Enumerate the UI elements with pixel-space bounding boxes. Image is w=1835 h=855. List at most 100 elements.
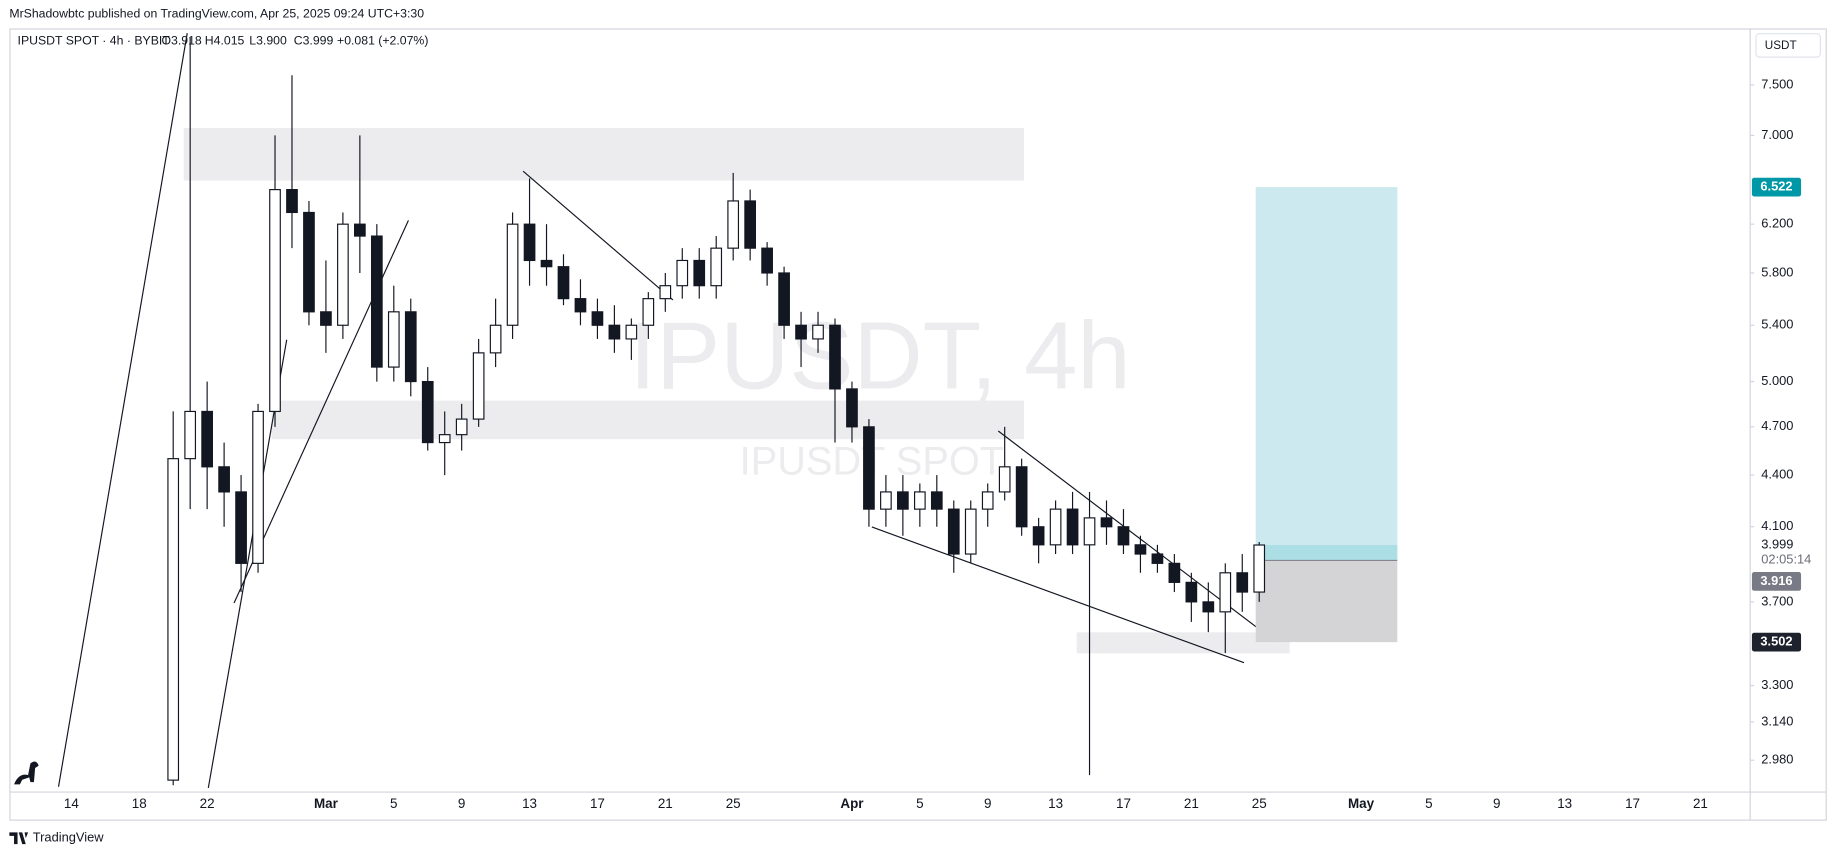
candle-body: [1049, 508, 1062, 546]
x-tick-label: 13: [1048, 796, 1063, 811]
x-tick-label: May: [1348, 796, 1375, 811]
open-profit: [1255, 545, 1398, 561]
candle-body: [1100, 517, 1113, 528]
candle-body: [676, 259, 689, 287]
x-tick-label: 17: [590, 796, 605, 811]
candle-body: [761, 247, 773, 274]
candle-body: [812, 324, 824, 340]
x-tick-label: 9: [1493, 796, 1500, 811]
y-tick-label: 5.400: [1761, 317, 1793, 332]
candle-body: [1253, 544, 1266, 593]
last-price-box: [1751, 536, 1823, 570]
candle-body: [625, 324, 638, 340]
x-tick-label: 21: [1184, 796, 1199, 811]
candle-body: [846, 388, 858, 428]
candle-body: [303, 211, 315, 313]
candle-body: [947, 508, 960, 555]
target-label: 6.522: [1760, 179, 1792, 194]
x-tick-label: 18: [132, 796, 147, 811]
candle-body: [472, 352, 485, 420]
publisher-line: MrShadowbtc published on TradingView.com…: [9, 7, 424, 21]
x-tick-label: 5: [916, 796, 923, 811]
candle-body: [1015, 466, 1028, 528]
candle-body: [778, 272, 790, 326]
y-tick-label: 2.980: [1761, 752, 1793, 767]
watermark: IPUSDT, 4h: [629, 302, 1130, 409]
long-position: [1255, 187, 1398, 643]
y-tick-label: 3.300: [1761, 677, 1793, 692]
candle-body: [1066, 508, 1079, 546]
candle-body: [1083, 517, 1096, 546]
x-tick-label: 22: [200, 796, 215, 811]
candle-body: [1202, 601, 1215, 613]
y-tick-label: 3.700: [1761, 593, 1793, 608]
candle-body: [1117, 526, 1130, 546]
x-tick-label: 9: [458, 796, 465, 811]
candle-body: [608, 324, 621, 340]
candle-body: [540, 259, 553, 268]
candle-body: [286, 189, 298, 214]
candle-body: [964, 508, 977, 555]
currency-button[interactable]: USDT: [1755, 33, 1821, 58]
supply-zone: [183, 127, 1024, 181]
candle-body: [829, 324, 841, 390]
candle-body: [1134, 544, 1147, 555]
currency-label[interactable]: USDT: [1765, 39, 1797, 52]
candle-body: [235, 491, 247, 564]
candle-body: [659, 285, 672, 300]
candle-body: [1032, 526, 1045, 546]
target-label-box: [1751, 177, 1802, 197]
support-zone: [1076, 632, 1290, 654]
ohlc-close: C3.999: [294, 34, 334, 48]
candle-body: [930, 491, 943, 510]
profit-zone: [1255, 187, 1398, 561]
candle-body: [727, 200, 740, 249]
wedge-lower: [871, 526, 1245, 664]
candle-body: [337, 223, 349, 326]
candle-body: [201, 410, 213, 468]
loss-zone: [1255, 560, 1398, 643]
candle-body: [1185, 581, 1198, 603]
candle-body: [863, 426, 875, 510]
y-tick-label: 3.140: [1761, 713, 1793, 728]
candle-body: [252, 410, 264, 564]
candle-body: [795, 324, 807, 340]
chart-frame: [9, 28, 1827, 821]
entry-label: 3.916: [1760, 573, 1792, 588]
x-tick-label: 25: [1252, 796, 1267, 811]
entry-label-box: [1751, 572, 1802, 591]
candle-body: [880, 491, 892, 510]
x-tick-label: 17: [1116, 796, 1131, 811]
x-tick-label: Apr: [840, 796, 864, 811]
y-tick-label: 4.700: [1761, 418, 1793, 433]
candle-body: [1168, 562, 1181, 583]
x-tick-label: 21: [658, 796, 673, 811]
dino-shape: [14, 761, 39, 785]
candle-body: [455, 418, 468, 436]
candle-body: [167, 458, 180, 781]
trendline: [207, 339, 288, 789]
symbol: IPUSDT SPOT · 4h · BYBIT: [18, 34, 171, 48]
candle-body: [184, 410, 197, 460]
y-tick-label: 7.000: [1761, 127, 1793, 142]
candle-body: [354, 223, 366, 237]
currency-box[interactable]: [1755, 33, 1821, 58]
y-tick-label: 7.500: [1761, 76, 1793, 91]
axes: 7.500 7.000 6.200 5.800 5.400 5.000 4.700 4.400…: [64, 76, 1823, 811]
y-tick-label: 5.000: [1761, 373, 1793, 388]
trendline: [522, 170, 674, 301]
ohlc-low: L3.900: [249, 34, 287, 48]
footer-logo: [9, 832, 29, 845]
candle-body: [1219, 572, 1232, 613]
candle-body: [489, 324, 502, 354]
candle-body: [897, 491, 909, 510]
candle-body: [710, 247, 723, 287]
candle-body: [218, 466, 230, 493]
candle-body: [1236, 572, 1249, 593]
y-tick-label: 5.800: [1761, 264, 1793, 279]
candle-body: [404, 311, 417, 383]
candle-body: [744, 200, 757, 249]
y-tick-label: 4.400: [1761, 467, 1793, 482]
candle-body: [370, 235, 383, 368]
